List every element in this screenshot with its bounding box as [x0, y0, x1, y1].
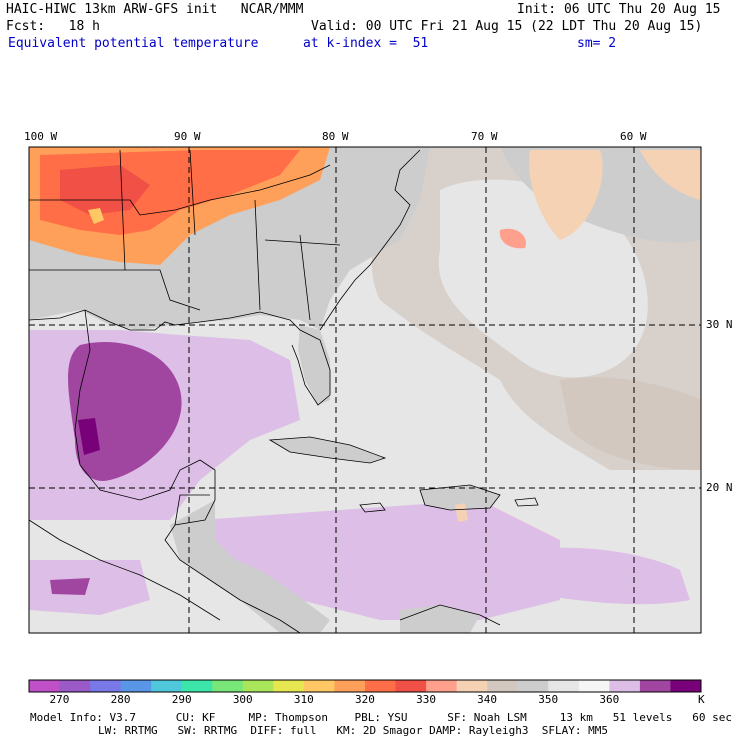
colorbar-frame: [28, 679, 702, 693]
field-name: Equivalent potential temperature: [8, 36, 259, 51]
colorbar-tick-label: 290: [171, 693, 192, 706]
colorbar-tick-label: 280: [110, 693, 131, 706]
jamaica-coast: [359, 502, 386, 513]
colorbar-swatch: [578, 680, 610, 692]
colorbar-swatch: [273, 680, 305, 692]
atlantic-tan-south: [560, 377, 701, 470]
colorbar-swatch: [426, 680, 458, 692]
hottest-core: [60, 165, 150, 215]
cuba-land: [270, 437, 385, 463]
lon-label-80w: 80 W: [322, 130, 349, 143]
state-border-b: [119, 149, 201, 311]
valid-time: Valid: 00 UTC Fri 21 Aug 15 (22 LDT Thu …: [311, 19, 703, 34]
pacific-lavender: [29, 560, 150, 615]
coastlines: [28, 149, 539, 634]
colorbar-swatch: [334, 680, 366, 692]
atlantic-coast: [319, 149, 421, 331]
colorbar-swatch: [120, 680, 152, 692]
init-time: Init: 06 UTC Thu 20 Aug 15: [517, 2, 721, 17]
pacific-purple-patch: [50, 578, 90, 595]
atlantic-salmon-patch: [499, 228, 526, 249]
lon-label-60w: 60 W: [620, 130, 647, 143]
cuba-coast: [268, 436, 387, 464]
colorbar-tick-label: 270: [49, 693, 70, 706]
colorbar-unit: K: [698, 693, 705, 706]
colorbar-swatch: [212, 680, 244, 692]
colorbar-tick-label: 320: [355, 693, 375, 706]
lat-label-30n: 30 N: [706, 318, 733, 331]
colorbar-swatch: [456, 680, 488, 692]
state-border-a: [29, 164, 331, 216]
yucatan-border: [174, 494, 210, 526]
colorbar-swatch: [365, 680, 397, 692]
colorbar-swatch: [59, 680, 91, 692]
hispaniola-peach: [455, 503, 468, 522]
colorbar-swatches: [28, 679, 702, 693]
south-america-coast: [399, 604, 501, 626]
atlantic-peach-ne: [640, 150, 701, 200]
mexico-coast: [74, 309, 301, 634]
colorbar-swatch: [90, 680, 122, 692]
model-title: HAIC-HIWC 13km ARW-GFS init NCAR/MMM: [6, 2, 304, 17]
hispaniola-coast: [419, 484, 501, 511]
colorbar-swatch: [242, 680, 274, 692]
atlantic-peach-patch: [529, 150, 603, 240]
colorbar-tick-label: 340: [477, 693, 498, 706]
colorbar-swatch: [609, 680, 641, 692]
gulf-coast: [28, 309, 331, 406]
hispaniola-land: [420, 485, 500, 510]
lon-label-70w: 70 W: [471, 130, 498, 143]
colorbar-tick-label: 360: [599, 693, 620, 706]
atlantic-swirl: [438, 179, 648, 378]
colorbar-tick-label: 330: [416, 693, 436, 706]
yellow-spot: [88, 208, 104, 224]
model-info-line2: LW: RRTMG SW: RRTMG DIFF: full KM: 2D Sm…: [98, 724, 608, 737]
colorbar-tick-label: 300: [232, 693, 253, 706]
colorbar-tick-label: 310: [293, 693, 314, 706]
colorbar-swatch: [639, 680, 671, 692]
central-america-land: [170, 500, 330, 633]
colorbar-tick-label: 350: [538, 693, 559, 706]
theta-e-field: [29, 147, 701, 633]
model-info-line1: Model Info: V3.7 CU: KF MP: Thompson PBL…: [30, 711, 732, 724]
colorbar-swatch: [517, 680, 549, 692]
colorbar-swatch: [548, 680, 580, 692]
lon-label-90w: 90 W: [174, 130, 201, 143]
colorbar-swatch: [151, 680, 183, 692]
colorbar-swatch: [303, 680, 335, 692]
east-caribbean-lavender: [500, 547, 690, 605]
colorbar-swatch: [670, 680, 702, 692]
lat-lon-grid: [29, 147, 701, 633]
puerto-rico-coast: [514, 497, 539, 507]
level-index: at k-index = 51: [303, 36, 429, 51]
smoothing: sm= 2: [577, 36, 617, 51]
state-borders-c: [189, 149, 341, 321]
forecast-hour: Fcst: 18 h: [6, 19, 100, 34]
map-frame: [28, 146, 702, 634]
colorbar-swatch: [29, 680, 61, 692]
colorbar-swatch: [395, 680, 427, 692]
gulf-dark-core: [78, 418, 100, 455]
colorbar-swatch: [487, 680, 519, 692]
lon-label-100w: 100 W: [24, 130, 58, 143]
lat-label-20n: 20 N: [706, 481, 733, 494]
south-america-land: [400, 605, 480, 633]
colorbar-swatch: [181, 680, 213, 692]
pacific-coast: [28, 519, 221, 621]
